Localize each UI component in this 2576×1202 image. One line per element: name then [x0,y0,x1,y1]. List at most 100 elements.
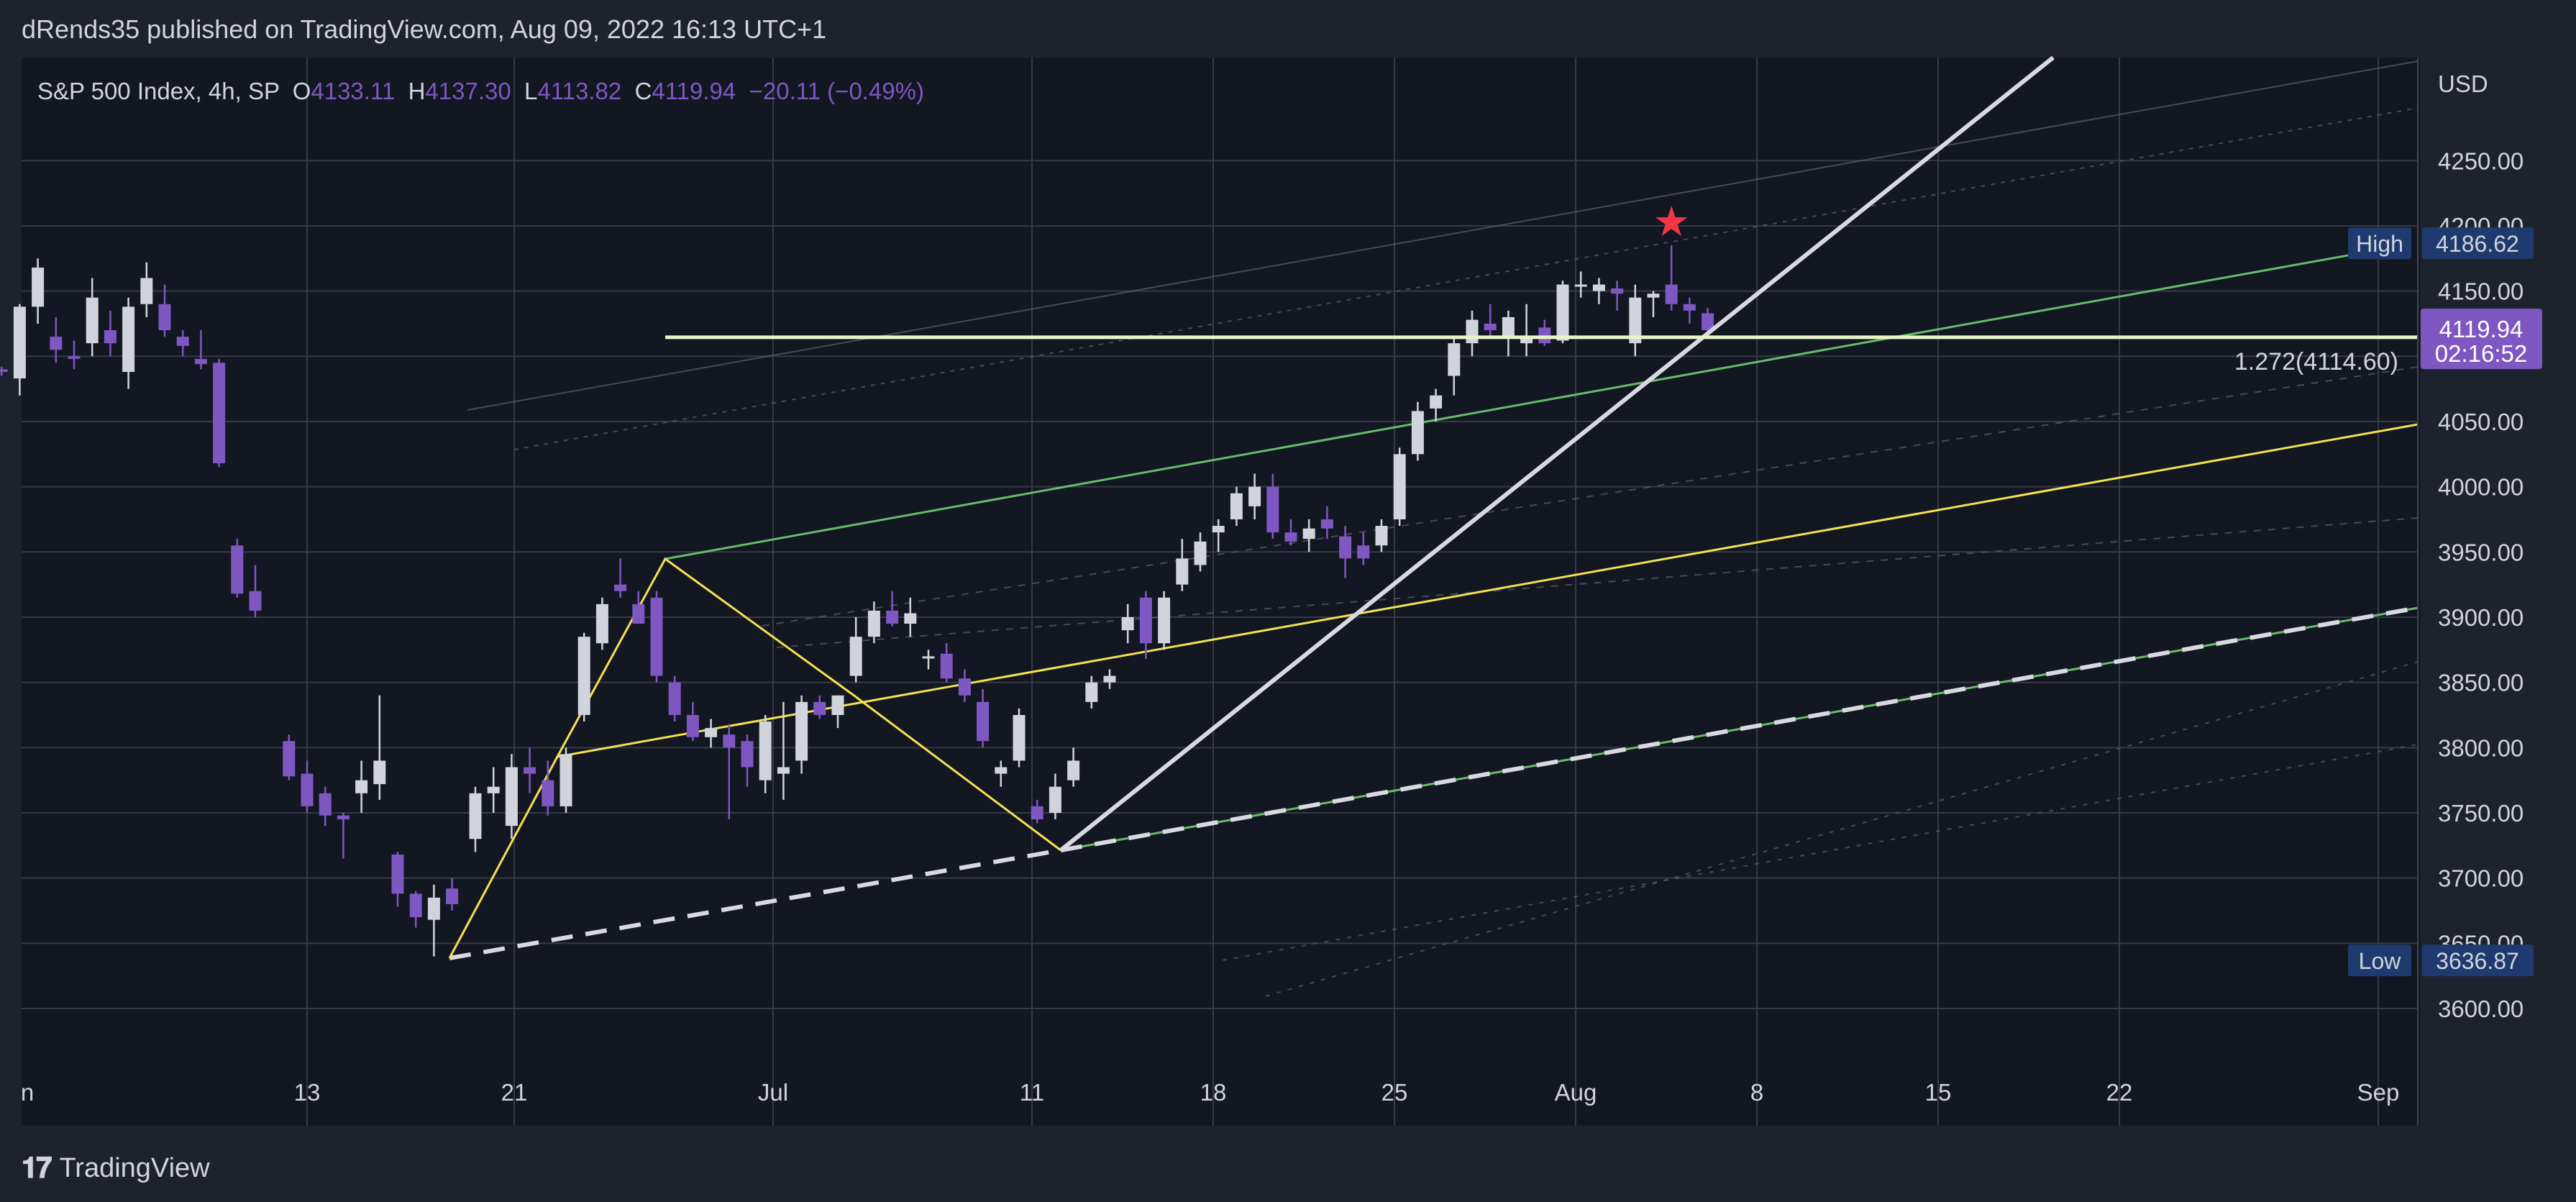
candle-body[interactable] [1393,454,1406,519]
candle-body[interactable] [650,597,663,676]
candle-body[interactable] [373,760,386,785]
candle-body[interactable] [595,604,608,644]
candle-body[interactable] [524,767,536,774]
candle-body[interactable] [1647,293,1660,298]
candles-layer[interactable] [0,245,1714,957]
faint-channel-line[interactable] [467,60,2419,411]
candle-body[interactable] [86,297,99,344]
candle-body[interactable] [1158,597,1171,644]
candle-body[interactable] [741,741,754,768]
candle-body[interactable] [559,754,572,806]
candle-body[interactable] [1538,327,1551,344]
candle-body[interactable] [977,701,990,742]
candle-body[interactable] [1520,337,1533,344]
harmonic-pattern-zigzag[interactable] [448,557,1061,959]
candle-body[interactable] [1592,284,1605,291]
candle-body[interactable] [140,278,153,304]
drawing-layer-front[interactable]: 1.272(4114.60) ★ [665,55,2418,852]
candle-body[interactable] [1502,317,1515,337]
candle-body[interactable] [723,734,736,748]
candle-body[interactable] [542,780,554,806]
candle-body[interactable] [632,604,645,624]
candle-body[interactable] [0,369,8,373]
time-axis[interactable]: n 13 21 Jul 11 18 25 Aug 8 15 22 Sep [21,1079,2400,1106]
candle-body[interactable] [355,780,368,793]
dashed-baseline-right[interactable] [1060,606,2419,852]
candle-body[interactable] [849,637,862,676]
candle-body[interactable] [1448,343,1461,376]
candle-body[interactable] [705,728,718,737]
pitchfork-median-line[interactable] [557,423,2419,758]
candle-body[interactable] [1103,675,1116,683]
candle-body[interactable] [1013,714,1026,761]
candle-body[interactable] [686,714,699,737]
candle-body[interactable] [319,793,332,816]
candle-body[interactable] [1411,411,1424,455]
candle-body[interactable] [813,701,826,715]
candle-body[interactable] [614,584,627,591]
candle-body[interactable] [1702,313,1714,331]
candle-body[interactable] [795,701,808,761]
candle-body[interactable] [1320,519,1333,529]
candle-body[interactable] [1339,536,1352,559]
candle-body[interactable] [1302,528,1315,539]
candle-body[interactable] [409,893,422,918]
candle-body[interactable] [427,897,440,920]
candle-body[interactable] [1230,493,1243,519]
candle-body[interactable] [104,330,117,344]
candle-body[interactable] [68,356,81,359]
candle-body[interactable] [995,767,1008,774]
candle-body[interactable] [249,591,262,611]
candle-body[interactable] [1484,323,1497,331]
candle-body[interactable] [283,741,296,777]
tradingview-brand[interactable]: 𝟏𝟕 TradingView [22,1152,210,1185]
candle-body[interactable] [469,793,482,839]
candle-body[interactable] [1574,284,1587,287]
candle-body[interactable] [958,678,971,696]
low-badge[interactable]: Low 3636.87 [2348,944,2534,977]
candle-body[interactable] [867,610,880,637]
candle-body[interactable] [194,358,207,365]
candle-body[interactable] [50,337,63,350]
candle-body[interactable] [122,306,135,373]
candle-body[interactable] [1611,288,1624,294]
candle-body[interactable] [922,656,935,659]
candle-body[interactable] [1284,532,1297,542]
candle-body[interactable] [13,306,26,379]
candle-body[interactable] [1629,297,1642,344]
candle-body[interactable] [886,610,899,624]
rising-trendline[interactable] [1059,55,2055,852]
candle-body[interactable] [301,773,314,806]
faint-channel-line[interactable] [513,107,2419,450]
candle-body[interactable] [1665,284,1678,304]
candle-body[interactable] [1067,760,1080,780]
candle-body[interactable] [1248,486,1261,506]
candle-body[interactable] [1121,616,1134,631]
candle-body[interactable] [668,682,681,715]
faint-channel-line[interactable] [1265,661,2419,997]
candle-body[interactable] [1466,319,1479,344]
candle-body[interactable] [1212,526,1225,533]
candle-body[interactable] [32,267,45,307]
candle-body[interactable] [577,637,590,715]
candle-body[interactable] [1683,304,1696,311]
candle-body[interactable] [231,545,244,594]
faint-channel-line[interactable] [762,366,2419,627]
candle-body[interactable] [176,337,189,346]
candle-body[interactable] [1085,682,1098,702]
candle-body[interactable] [1031,806,1043,820]
candle-body[interactable] [777,767,790,774]
candle-body[interactable] [904,613,917,624]
candle-body[interactable] [158,304,171,331]
drawing-layer[interactable] [448,60,2419,997]
candle-body[interactable] [1049,786,1061,813]
candle-body[interactable] [1176,558,1189,585]
candle-body[interactable] [1357,545,1370,559]
candle-body[interactable] [1194,541,1207,565]
candle-body[interactable] [446,888,459,904]
candle-body[interactable] [487,786,500,793]
candle-body[interactable] [1266,486,1279,533]
high-badge[interactable]: High 4186.62 [2348,227,2534,260]
